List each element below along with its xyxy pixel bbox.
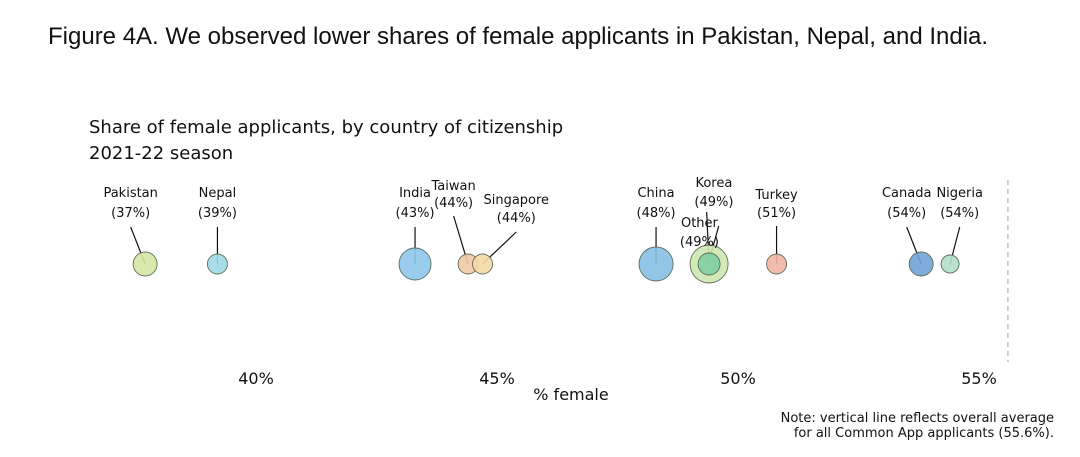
label-canada: Canada [882, 186, 931, 201]
pct-label-taiwan: (44%) [434, 196, 473, 211]
x-tick-50: 50% [720, 369, 756, 388]
x-tick-40: 40% [238, 369, 274, 388]
data-dots [132, 244, 960, 284]
dot-pakistan [132, 251, 158, 277]
pct-label-china: (48%) [637, 206, 676, 221]
label-nigeria: Nigeria [936, 186, 983, 201]
pct-label-singapore: (44%) [497, 211, 536, 226]
label-china: China [637, 186, 674, 201]
label-pakistan: Pakistan [103, 186, 157, 201]
x-axis-label: % female [533, 385, 608, 404]
note-line-1: Note: vertical line reflects overall ave… [781, 411, 1054, 426]
label-korea: Korea [695, 176, 732, 191]
pct-label-turkey: (51%) [757, 206, 796, 221]
pct-label-pakistan: (37%) [111, 206, 150, 221]
dot-turkey [766, 253, 788, 275]
label-india: India [399, 186, 431, 201]
label-taiwan: Taiwan [431, 179, 476, 194]
dot-nigeria [940, 254, 960, 274]
chart-title: Share of female applicants, by country o… [89, 117, 563, 138]
label-turkey: Turkey [754, 188, 798, 203]
point-labels: Pakistan (37%) Nepal (39%) India (43%) Taiwan (… [103, 176, 983, 250]
x-tick-45: 45% [479, 369, 515, 388]
note-line-2: for all Common App applicants (55.6%). [794, 426, 1054, 441]
label-nepal: Nepal [199, 186, 237, 201]
dot-nepal [206, 253, 228, 275]
chart-subtitle: 2021-22 season [89, 143, 233, 164]
x-axis-ticks: 40% 45% 50% 55% [238, 369, 997, 388]
note: Note: vertical line reflects overall ave… [781, 411, 1054, 441]
dot-korea [697, 252, 721, 276]
pct-label-nigeria: (54%) [940, 206, 979, 221]
figure-title: Figure 4A. We observed lower shares of f… [48, 23, 989, 50]
pct-label-korea: (49%) [694, 195, 733, 210]
pct-label-india: (43%) [396, 206, 435, 221]
dot-india [398, 247, 432, 281]
x-tick-55: 55% [961, 369, 997, 388]
dot-canada [908, 251, 934, 277]
connector-lines [130, 211, 961, 269]
pct-label-other: (49%) [680, 235, 719, 250]
dot-china [638, 246, 674, 282]
dot-singapore [472, 253, 493, 275]
pct-label-canada: (54%) [887, 206, 926, 221]
pct-label-nepal: (39%) [198, 206, 237, 221]
label-singapore: Singapore [483, 193, 549, 208]
label-other: Other [681, 216, 719, 231]
